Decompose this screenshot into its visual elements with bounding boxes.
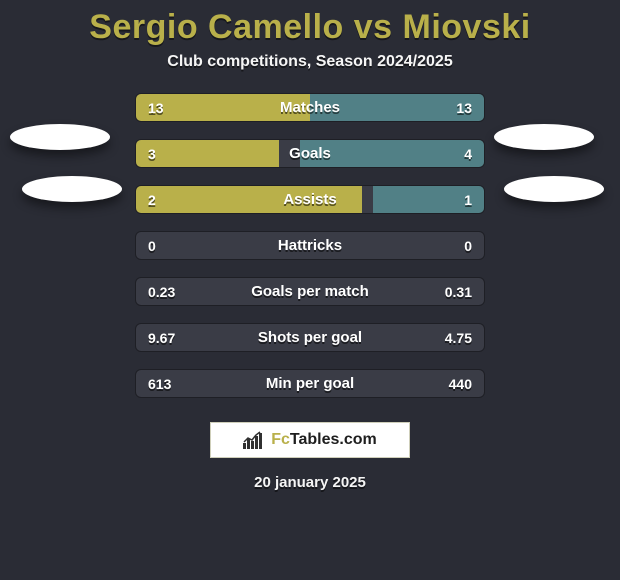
stat-label: Min per goal (206, 375, 414, 392)
stat-row: 13Matches13 (135, 93, 485, 122)
comparison-card: Sergio Camello vs Miovski Club competiti… (0, 0, 620, 580)
stat-value-right: 0 (414, 238, 484, 254)
stat-label: Shots per goal (206, 329, 414, 346)
brand-suffix: .com (339, 431, 376, 448)
stat-label: Goals per match (206, 283, 414, 300)
stat-label: Matches (206, 99, 414, 116)
stat-value-left: 3 (136, 146, 206, 162)
avatar-placeholder (22, 176, 122, 202)
brand-first: Fc (271, 431, 290, 448)
stat-value-right: 440 (414, 376, 484, 392)
stat-value-left: 9.67 (136, 330, 206, 346)
page-title: Sergio Camello vs Miovski (0, 8, 620, 47)
stat-value-left: 2 (136, 192, 206, 208)
date-label: 20 january 2025 (0, 474, 620, 491)
stat-row: 3Goals4 (135, 139, 485, 168)
stat-value-left: 13 (136, 100, 206, 116)
stat-label: Hattricks (206, 237, 414, 254)
brand-badge: FcTables.com (210, 422, 410, 458)
subtitle: Club competitions, Season 2024/2025 (0, 53, 620, 71)
brand-logo-icon (243, 431, 265, 449)
stat-value-right: 13 (414, 100, 484, 116)
brand-text: FcTables.com (271, 431, 377, 449)
stats-list: 13Matches133Goals42Assists10Hattricks00.… (135, 93, 485, 398)
brand-second: Tables (290, 431, 340, 448)
avatar-placeholder (10, 124, 110, 150)
stat-label: Assists (206, 191, 414, 208)
stat-value-right: 1 (414, 192, 484, 208)
stat-value-left: 613 (136, 376, 206, 392)
stat-row: 9.67Shots per goal4.75 (135, 323, 485, 352)
stat-value-right: 4.75 (414, 330, 484, 346)
stat-value-left: 0 (136, 238, 206, 254)
stat-row: 2Assists1 (135, 185, 485, 214)
avatar-placeholder (504, 176, 604, 202)
stat-value-left: 0.23 (136, 284, 206, 300)
stat-value-right: 0.31 (414, 284, 484, 300)
stat-row: 0.23Goals per match0.31 (135, 277, 485, 306)
avatar-placeholder (494, 124, 594, 150)
stat-row: 613Min per goal440 (135, 369, 485, 398)
stat-value-right: 4 (414, 146, 484, 162)
stat-label: Goals (206, 145, 414, 162)
stat-row: 0Hattricks0 (135, 231, 485, 260)
